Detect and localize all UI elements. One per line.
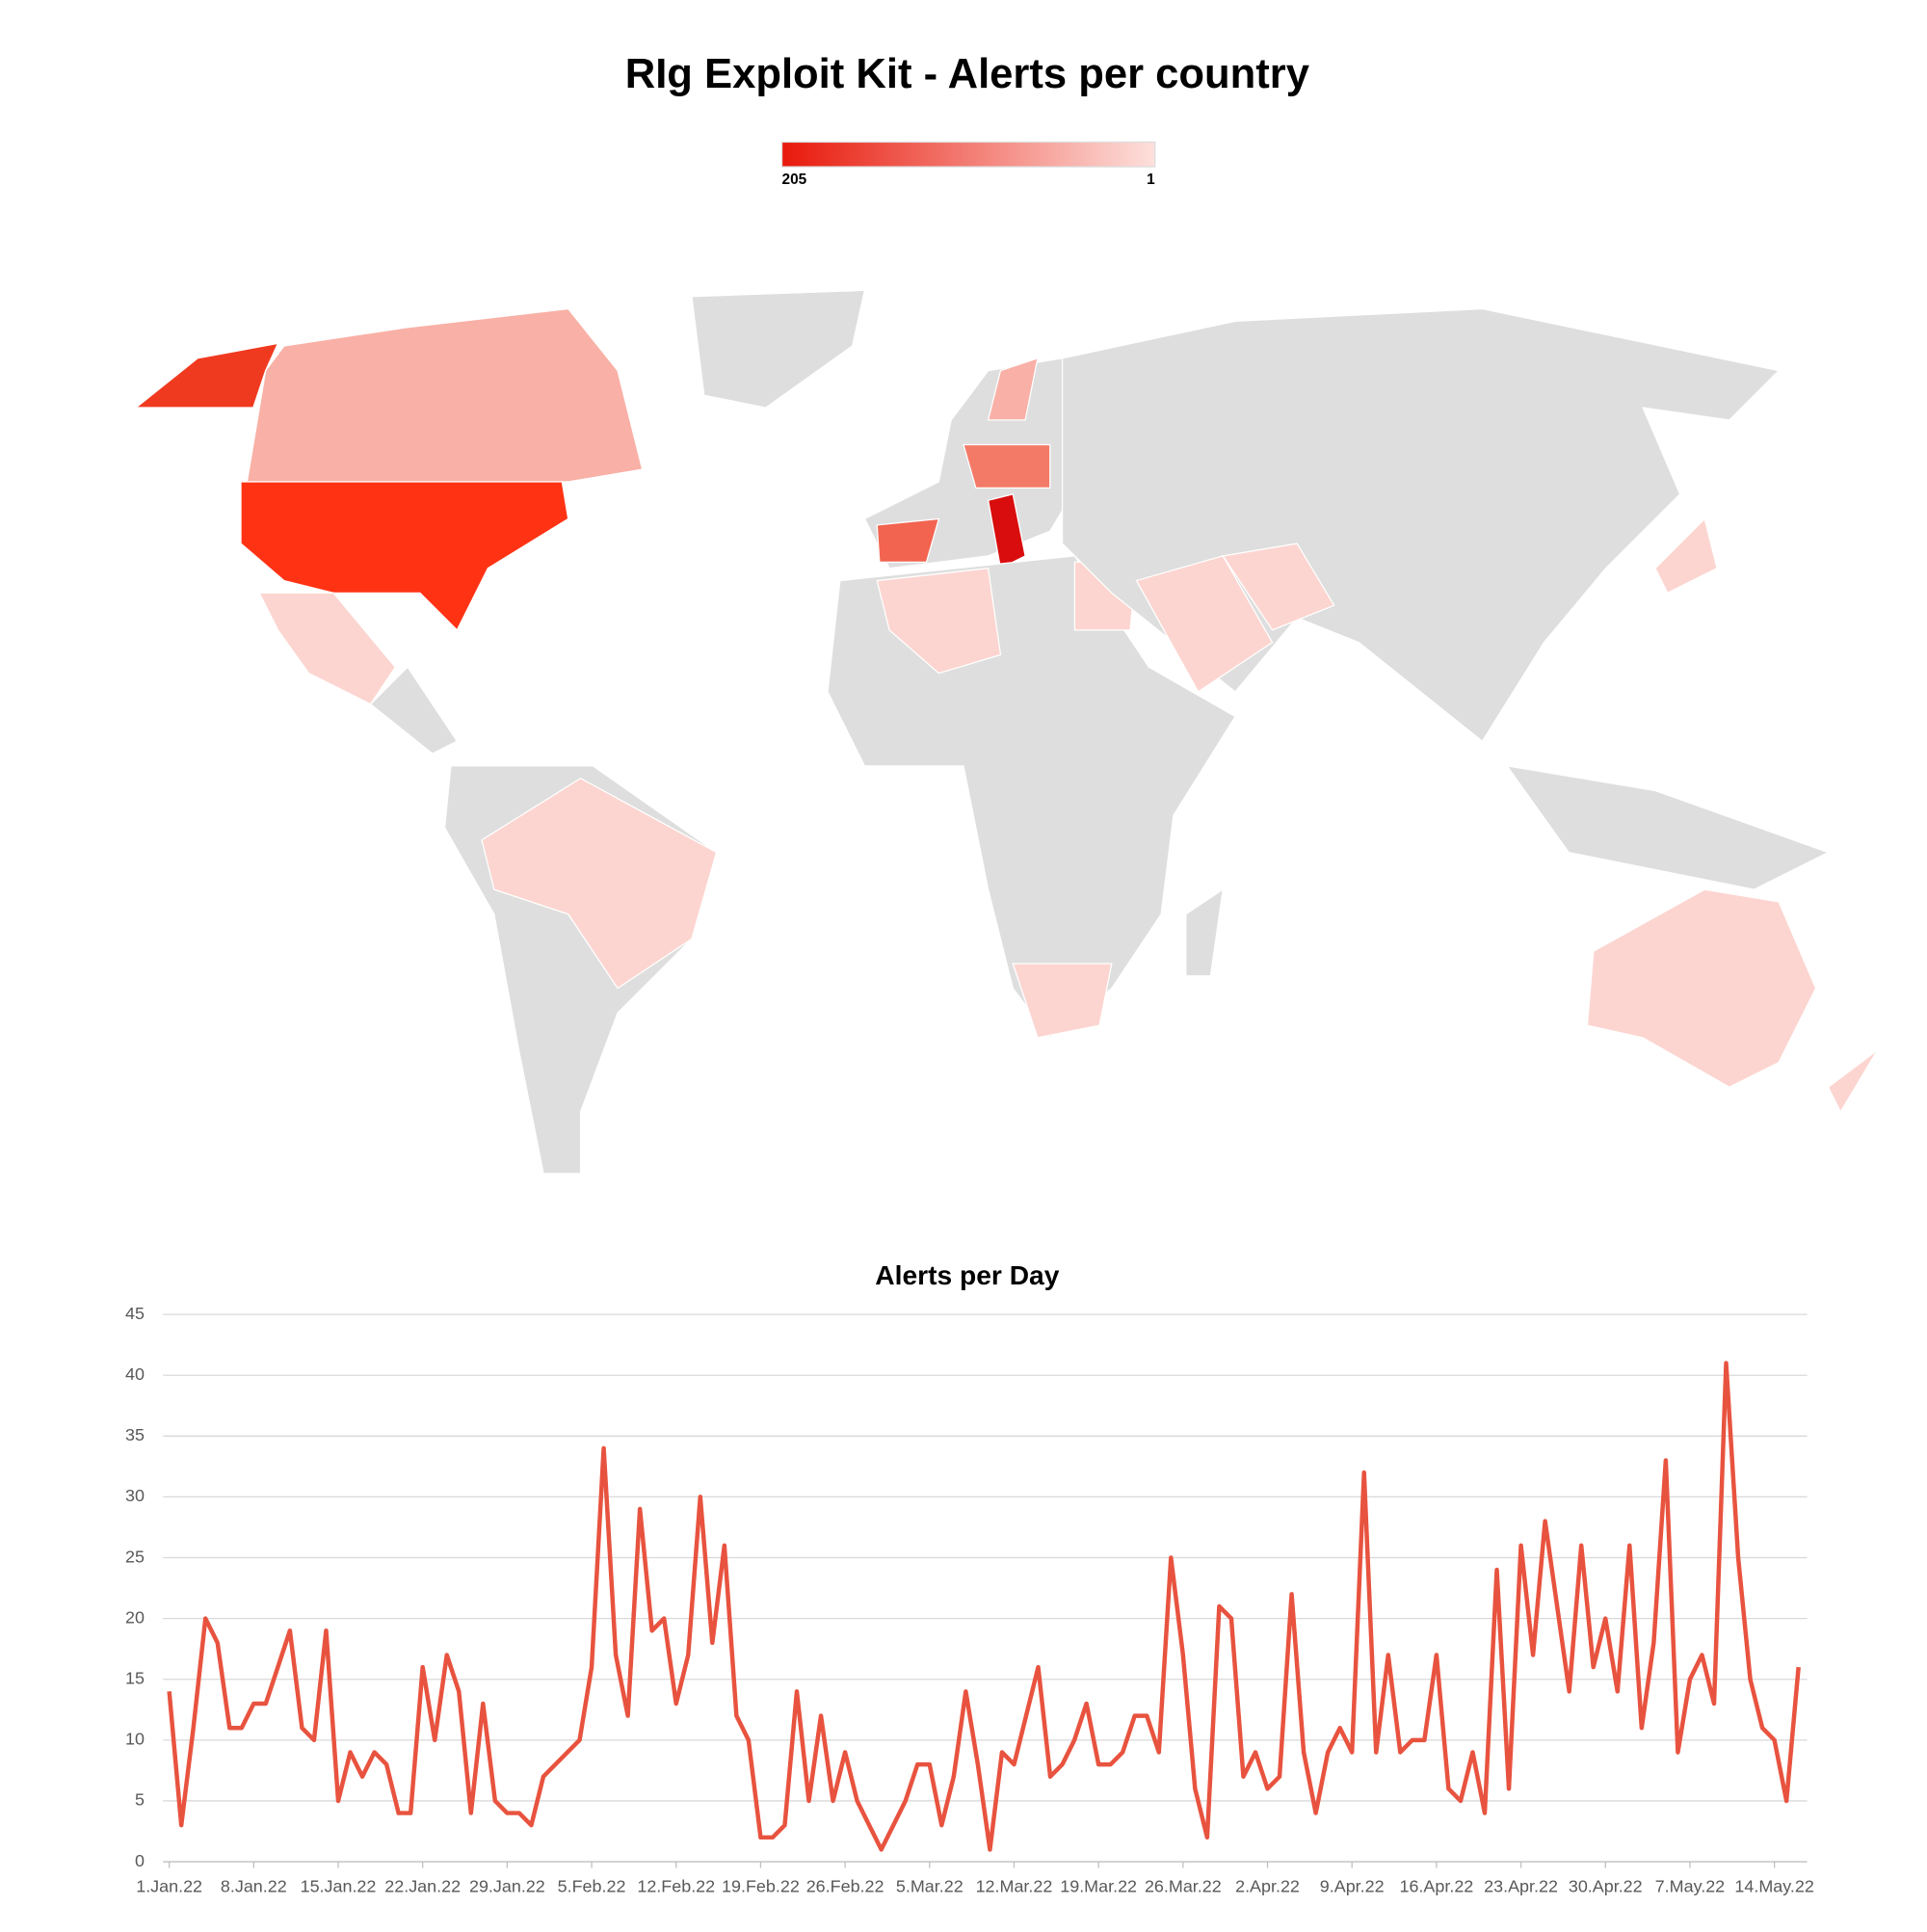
x-tick-label: 19.Feb.22 <box>722 1877 800 1896</box>
x-tick-label: 1.Jan.22 <box>136 1877 202 1896</box>
region <box>987 357 1039 421</box>
region <box>876 568 1002 675</box>
region <box>1654 517 1718 595</box>
landmass <box>1505 764 1831 890</box>
region <box>240 481 569 631</box>
region <box>1586 888 1817 1088</box>
colorbar-label: 205 <box>782 172 807 188</box>
chart-title: RIg Exploit Kit - Alerts per country <box>625 51 1309 97</box>
x-tick-label: 12.Mar.22 <box>976 1877 1053 1896</box>
chart-title: Alerts per Day <box>875 1259 1059 1290</box>
line-series <box>167 1361 1801 1852</box>
landmass <box>691 289 866 409</box>
region <box>134 342 279 409</box>
x-tick-label: 16.Apr.22 <box>1399 1877 1473 1896</box>
x-tick-label: 30.Apr.22 <box>1569 1877 1643 1896</box>
y-tick-label: 5 <box>135 1790 145 1810</box>
x-tick-label: 26.Feb.22 <box>806 1877 884 1896</box>
y-tick-label: 45 <box>125 1304 145 1323</box>
x-tick-label: 14.May.22 <box>1734 1877 1813 1896</box>
y-tick-label: 35 <box>125 1425 145 1444</box>
x-tick-label: 12.Feb.22 <box>637 1877 715 1896</box>
region <box>987 493 1026 569</box>
x-tick-label: 9.Apr.22 <box>1320 1877 1385 1896</box>
y-tick-label: 30 <box>125 1486 145 1505</box>
region <box>1012 963 1113 1039</box>
x-tick-label: 22.Jan.22 <box>384 1877 461 1896</box>
x-tick-label: 15.Jan.22 <box>301 1877 377 1896</box>
y-tick-label: 0 <box>135 1851 145 1870</box>
x-tick-label: 7.May.22 <box>1655 1877 1725 1896</box>
colorbar <box>780 141 1156 168</box>
x-tick-label: 2.Apr.22 <box>1235 1877 1300 1896</box>
y-tick-label: 20 <box>125 1607 145 1627</box>
x-tick-label: 29.Jan.22 <box>469 1877 545 1896</box>
x-tick-label: 23.Apr.22 <box>1484 1877 1558 1896</box>
x-tick-label: 5.Mar.22 <box>896 1877 964 1896</box>
x-tick-label: 8.Jan.22 <box>221 1877 287 1896</box>
x-tick-label: 5.Feb.22 <box>558 1877 626 1896</box>
region <box>481 777 718 990</box>
y-tick-label: 25 <box>125 1547 145 1566</box>
landmass <box>369 666 459 754</box>
region <box>258 592 397 705</box>
region <box>876 517 940 563</box>
y-tick-label: 40 <box>125 1364 145 1384</box>
colorbar-label: 1 <box>1147 172 1155 188</box>
landmass <box>1061 307 1781 743</box>
region <box>1222 543 1335 631</box>
y-tick-label: 15 <box>125 1668 145 1687</box>
x-tick-label: 19.Mar.22 <box>1060 1877 1137 1896</box>
y-tick-label: 10 <box>125 1730 145 1749</box>
region <box>1135 555 1274 693</box>
region <box>246 307 644 483</box>
x-tick-label: 26.Mar.22 <box>1145 1877 1222 1896</box>
world-map <box>134 289 1879 1175</box>
landmass <box>1185 887 1225 977</box>
region <box>1827 1049 1879 1114</box>
region <box>963 443 1051 490</box>
